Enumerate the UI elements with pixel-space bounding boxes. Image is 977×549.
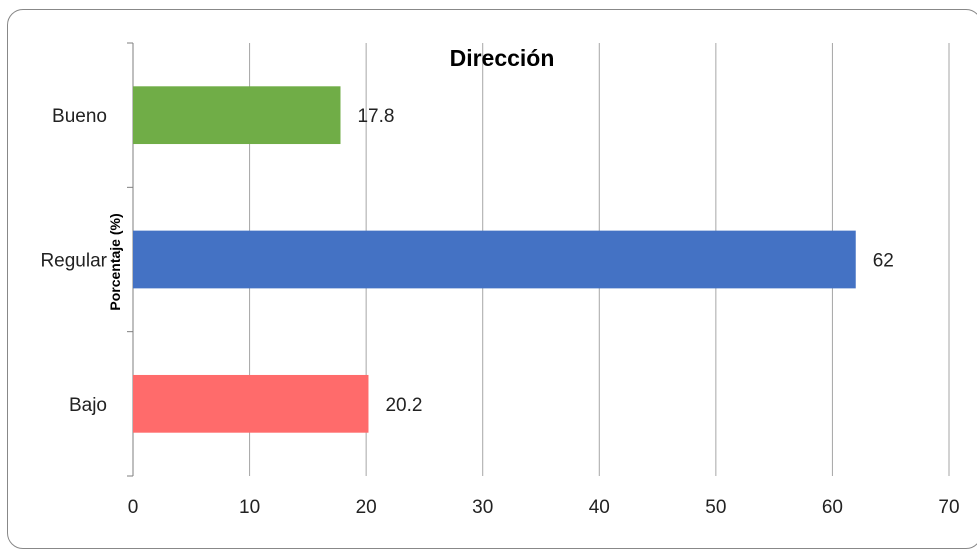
bar bbox=[133, 86, 341, 145]
x-tick-label: 10 bbox=[239, 497, 260, 518]
axes bbox=[127, 42, 134, 477]
data-label: 17.8 bbox=[357, 106, 394, 127]
x-tick-label: 60 bbox=[822, 497, 843, 518]
bar bbox=[133, 230, 856, 289]
bar-chart: 0 10 20 30 40 50 60 70 20.2 Bajo 62 Regular 17.8 Buen… bbox=[40, 42, 960, 518]
category-label: Bueno bbox=[52, 106, 107, 127]
data-label: 62 bbox=[873, 251, 894, 272]
x-tick-label: 30 bbox=[472, 497, 493, 518]
category-label: Regular bbox=[40, 251, 107, 272]
bar bbox=[133, 374, 369, 433]
x-tick-label: 50 bbox=[705, 497, 726, 518]
labels: 0 10 20 30 40 50 60 70 20.2 Bajo 62 Regular 17.8 Buen… bbox=[40, 106, 959, 518]
x-tick-label: 70 bbox=[938, 497, 959, 518]
data-label: 20.2 bbox=[385, 395, 422, 416]
bars bbox=[133, 86, 856, 433]
x-tick-label: 20 bbox=[356, 497, 377, 518]
category-label: Bajo bbox=[69, 395, 107, 416]
y-axis-title: Porcentaje (%) bbox=[107, 213, 123, 310]
x-tick-label: 0 bbox=[128, 497, 139, 518]
x-tick-label: 40 bbox=[589, 497, 610, 518]
chart-title: Dirección bbox=[450, 45, 555, 71]
